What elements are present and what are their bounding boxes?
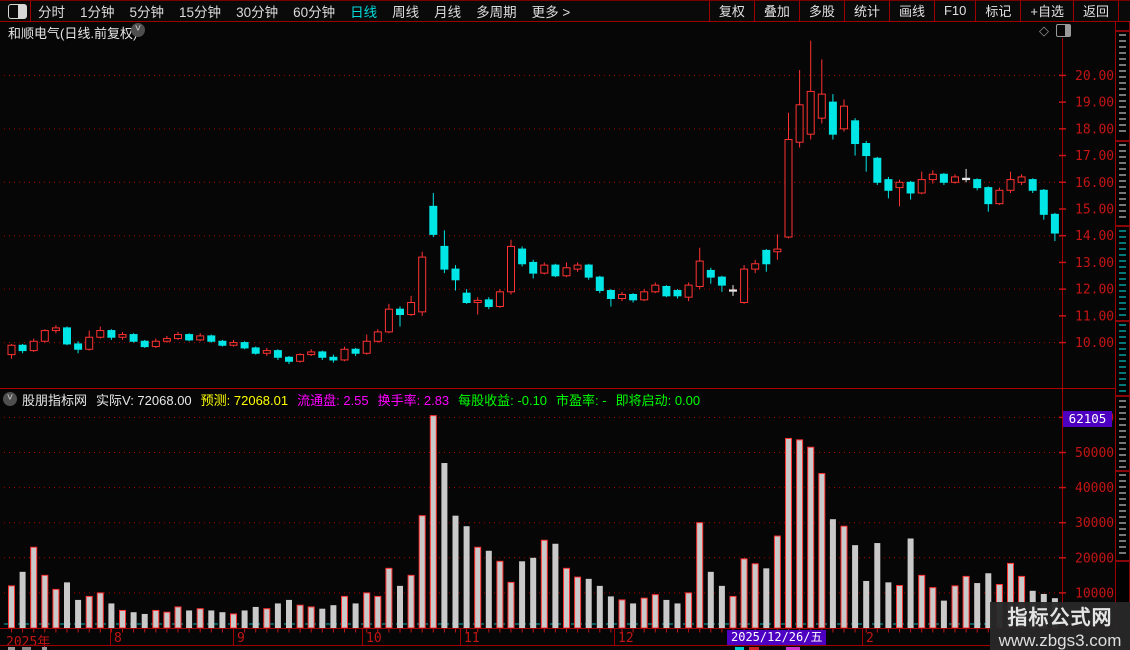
svg-text:10.00: 10.00 xyxy=(1075,336,1114,351)
volume-max-badge: 62105 xyxy=(1063,411,1112,427)
clipped-panel-fragment xyxy=(735,647,744,650)
indicator-field: 每股收益: -0.10 xyxy=(458,392,548,408)
indicator-field: 即将启动: 0.00 xyxy=(615,392,701,408)
svg-text:15.00: 15.00 xyxy=(1075,202,1114,217)
month-label: 8 xyxy=(114,631,122,646)
svg-text:16.00: 16.00 xyxy=(1075,176,1114,191)
watermark: 指标公式网 www.zbgs3.com xyxy=(990,602,1130,650)
toolbar-buttons: 复权 叠加 多股 统计 画线 F10 标记 +自选 返回 xyxy=(708,0,1119,21)
period-tab-6[interactable]: 日线 xyxy=(350,4,378,20)
indicator-fields: 实际V: 72068.00 预测: 72068.01 流通盘: 2.55 换手率: 2… xyxy=(96,390,700,409)
svg-text:20.00: 20.00 xyxy=(1075,69,1114,84)
svg-text:30000: 30000 xyxy=(1075,516,1114,531)
period-tab-7[interactable]: 周线 xyxy=(392,4,420,20)
svg-text:11.00: 11.00 xyxy=(1075,309,1114,324)
date-axis-border xyxy=(0,645,1115,646)
month-gridline xyxy=(460,629,461,646)
period-tab-5[interactable]: 60分钟 xyxy=(293,4,336,20)
period-tab-1[interactable]: 1分钟 xyxy=(80,4,115,20)
svg-text:40000: 40000 xyxy=(1075,481,1114,496)
svg-text:50000: 50000 xyxy=(1075,446,1114,461)
indicator-header: 股朋指标网 实际V: 72068.00 预测: 72068.01 流通盘: 2.55… xyxy=(0,390,1082,408)
period-tab-4[interactable]: 30分钟 xyxy=(236,4,279,20)
month-label: 12 xyxy=(618,631,634,646)
svg-text:19.00: 19.00 xyxy=(1075,96,1114,111)
toolbar-button[interactable]: 标记 xyxy=(975,0,1020,21)
split-layout-icon[interactable] xyxy=(1056,24,1071,37)
month-gridline xyxy=(233,629,234,646)
indicator-field: 市盈率: - xyxy=(556,392,607,408)
period-tab-10[interactable]: 更多 > xyxy=(531,4,571,20)
period-tab-3[interactable]: 15分钟 xyxy=(179,4,222,20)
axis-right-border xyxy=(1115,22,1116,650)
svg-text:17.00: 17.00 xyxy=(1075,149,1114,164)
month-gridline xyxy=(614,629,615,646)
clipped-panel-fragment xyxy=(786,647,800,650)
svg-text:10000: 10000 xyxy=(1075,586,1114,601)
period-tabs: 分时 1分钟 5分钟 15分钟 30分钟 60分钟 日线 周线 月线 多周期 更多 > xyxy=(38,0,570,21)
month-label: 9 xyxy=(237,631,245,646)
toolbar-button[interactable]: 返回 xyxy=(1072,0,1119,21)
toolbar-button[interactable]: 统计 xyxy=(843,0,889,21)
indicator-field: 流通盘: 2.55 xyxy=(297,392,369,408)
volume-baseline xyxy=(0,628,1115,629)
period-tab-8[interactable]: 月线 xyxy=(434,4,462,20)
toolbar-underline xyxy=(0,21,1130,22)
clipped-panel-fragment xyxy=(8,647,15,650)
month-gridline xyxy=(362,629,363,646)
toolbar-button[interactable]: 多股 xyxy=(798,0,844,21)
month-label: 2 xyxy=(866,631,874,646)
top-border xyxy=(0,0,1130,1)
toolbar-button[interactable]: 复权 xyxy=(708,0,754,21)
month-label: 11 xyxy=(464,631,480,646)
svg-text:20000: 20000 xyxy=(1075,551,1114,566)
indicator-field: 实际V: 72068.00 xyxy=(96,392,192,408)
month-gridline xyxy=(110,629,111,646)
svg-text:12.00: 12.00 xyxy=(1075,283,1114,298)
svg-text:14.00: 14.00 xyxy=(1075,229,1114,244)
indicator-field: 预测: 72068.01 xyxy=(200,392,289,408)
month-label: 10 xyxy=(366,631,382,646)
indicator-field: 换手率: 2.83 xyxy=(377,392,450,408)
clipped-panel-fragment xyxy=(42,647,47,650)
toolbar-divider xyxy=(30,0,31,21)
indicator-site-label: 股朋指标网 xyxy=(22,392,88,408)
toolbar-button[interactable]: F10 xyxy=(933,0,975,21)
selected-date-badge: 2025/12/26/五 xyxy=(727,630,827,645)
title-row: 和顺电气(日线.前复权) ˅ ◇ xyxy=(0,22,1115,41)
svg-text:13.00: 13.00 xyxy=(1075,256,1114,271)
indicator-chevron-icon[interactable]: ˅ xyxy=(3,392,17,406)
toolbar-button[interactable]: 叠加 xyxy=(753,0,799,21)
top-toolbar: 分时 1分钟 5分钟 15分钟 30分钟 60分钟 日线 周线 月线 多周期 更多 > 复权 叠加 多股… xyxy=(0,0,1130,21)
window-layout-icon[interactable] xyxy=(8,4,27,19)
watermark-line2: www.zbgs3.com xyxy=(998,631,1122,650)
clipped-panel-fragment xyxy=(22,647,31,650)
month-label: 2025年 xyxy=(6,635,51,650)
period-tab-0[interactable]: 分时 xyxy=(38,4,65,20)
date-axis: 2025/12/26/五 2025年 8 9 10 11 12 2 xyxy=(0,629,1115,650)
stock-title: 和顺电气(日线.前复权) xyxy=(8,26,138,41)
diamond-icon[interactable]: ◇ xyxy=(1039,23,1049,38)
right-edge-vertical-toolbar[interactable] xyxy=(1116,22,1130,650)
watermark-line1: 指标公式网 xyxy=(1007,607,1113,629)
month-gridline xyxy=(862,629,863,646)
clipped-panel-fragment xyxy=(749,647,759,650)
toolbar-button[interactable]: +自选 xyxy=(1020,0,1073,21)
chevron-down-icon[interactable]: ˅ xyxy=(131,23,145,37)
toolbar-button[interactable]: 画线 xyxy=(888,0,934,21)
svg-text:18.00: 18.00 xyxy=(1075,122,1114,137)
period-tab-2[interactable]: 5分钟 xyxy=(129,4,165,20)
period-tab-9[interactable]: 多周期 xyxy=(476,4,517,20)
panel-divider xyxy=(0,388,1115,389)
